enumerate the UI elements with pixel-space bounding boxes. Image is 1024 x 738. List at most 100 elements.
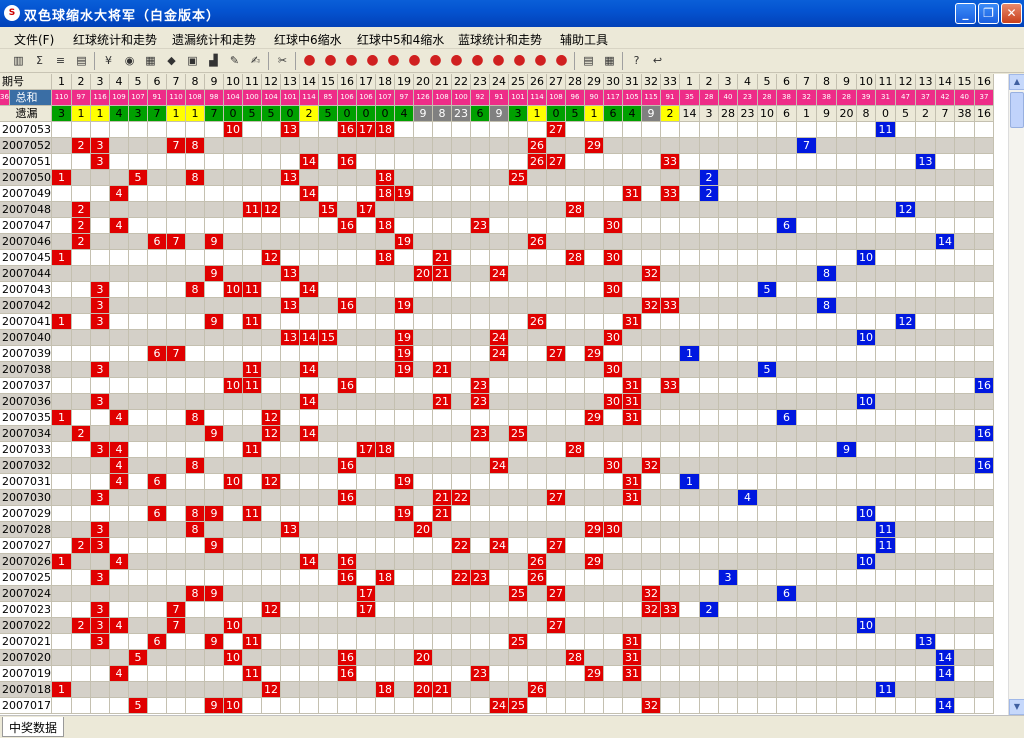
scroll-thumb[interactable] [1010,92,1024,128]
empty-cell [376,586,395,602]
r5-icon[interactable]: ● [387,52,400,68]
sum-cell: 107 [129,90,148,106]
empty-cell [110,538,129,554]
menu-file[interactable]: 文件(F) [14,33,55,47]
grid-icon[interactable]: ▦ [145,54,156,67]
empty-cell [857,570,876,586]
bucket-icon[interactable]: ◆ [167,54,176,67]
yen-icon[interactable]: ¥ [105,54,112,67]
menu-blue-stats[interactable]: 蓝球统计和走势 [458,33,543,47]
empty-cell [528,218,547,234]
menu-red6-shrink[interactable]: 红球中6缩水 [274,33,342,47]
empty-cell [661,426,680,442]
empty-cell [414,170,433,186]
menu-tools[interactable]: 辅助工具 [560,33,609,47]
r3-icon[interactable]: ● [345,52,358,68]
empty-cell [72,554,91,570]
empty-cell [186,570,205,586]
r13-icon[interactable]: ● [555,52,568,68]
r9-icon[interactable]: ● [471,52,484,68]
empty-cell [186,154,205,170]
empty-cell [817,682,837,698]
empty-cell [414,314,433,330]
chart-icon[interactable]: ▥ [13,54,24,67]
empty-cell [490,138,509,154]
edit-icon[interactable]: ✎ [229,54,240,67]
empty-cell [205,282,224,298]
empty-cell [680,314,700,330]
sum-cell: 106 [357,90,376,106]
r6-icon[interactable]: ● [408,52,421,68]
empty-cell [148,538,167,554]
empty-cell [661,138,680,154]
empty-cell [205,554,224,570]
scroll-down-icon[interactable]: ▼ [1009,699,1024,715]
vertical-scrollbar[interactable]: ▲ ▼ [1008,74,1024,715]
period-cell: 2007053 [0,122,52,138]
period-cell: 2007023 [0,602,52,618]
empty-cell [566,266,585,282]
scissors-icon[interactable]: ✂ [277,54,288,67]
empty-cell [817,538,837,554]
empty-cell [129,202,148,218]
exit-icon[interactable]: ↩ [652,54,663,67]
r7-icon[interactable]: ● [429,52,442,68]
miss-cell: 3 [700,106,719,122]
sum-icon[interactable]: Σ [36,54,43,67]
empty-cell [91,170,110,186]
menu-red-stats[interactable]: 红球统计和走势 [73,33,158,47]
red-ball: 9 [205,698,224,714]
empty-cell [528,378,547,394]
money-icon[interactable]: ◉ [124,54,135,67]
empty-cell [661,538,680,554]
empty-cell [52,458,72,474]
empty-cell [129,490,148,506]
layout2-icon[interactable]: ▦ [604,54,615,67]
empty-cell [975,474,994,490]
empty-cell [72,490,91,506]
tab-winning-data[interactable]: 中奖数据 [2,717,65,737]
empty-cell [797,234,817,250]
image-icon[interactable]: ▣ [187,54,198,67]
app-icon[interactable]: S [4,5,20,21]
r12-icon[interactable]: ● [534,52,547,68]
close-button[interactable]: ✕ [1001,3,1022,24]
minimize-button[interactable]: _ [955,3,976,24]
empty-cell [547,570,566,586]
empty-cell [585,314,604,330]
red-ball: 16 [338,490,357,506]
red-ball: 2 [72,218,91,234]
blue-ball: 2 [700,602,719,618]
empty-cell [471,330,490,346]
empty-cell [110,394,129,410]
r1-icon[interactable]: ● [303,52,316,68]
period-cell: 2007029 [0,506,52,522]
menu-red54-shrink[interactable]: 红球中5和4缩水 [357,33,445,47]
note-icon[interactable]: ✍ [250,54,261,67]
help-icon[interactable]: ? [633,54,640,67]
r10-icon[interactable]: ● [492,52,505,68]
empty-cell [797,650,817,666]
r11-icon[interactable]: ● [513,52,526,68]
bar-chart-icon[interactable]: ▟ [209,54,218,67]
empty-cell [777,426,797,442]
menu-miss-stats[interactable]: 遗漏统计和走势 [172,33,257,47]
empty-cell [719,330,738,346]
empty-cell [72,650,91,666]
chart2-icon[interactable]: ≡ [55,54,66,67]
empty-cell [817,490,837,506]
r4-icon[interactable]: ● [366,52,379,68]
red-ball: 17 [357,122,376,138]
empty-cell [896,442,916,458]
empty-cell [857,138,876,154]
scroll-up-icon[interactable]: ▲ [1009,74,1024,90]
table-icon[interactable]: ▤ [76,54,87,67]
r2-icon[interactable]: ● [324,52,337,68]
empty-cell [357,538,376,554]
maximize-button[interactable]: ❐ [978,3,999,24]
layout-icon[interactable]: ▤ [583,54,594,67]
r8-icon[interactable]: ● [450,52,463,68]
red-ball: 2 [72,538,91,554]
empty-cell [91,250,110,266]
empty-cell [566,234,585,250]
